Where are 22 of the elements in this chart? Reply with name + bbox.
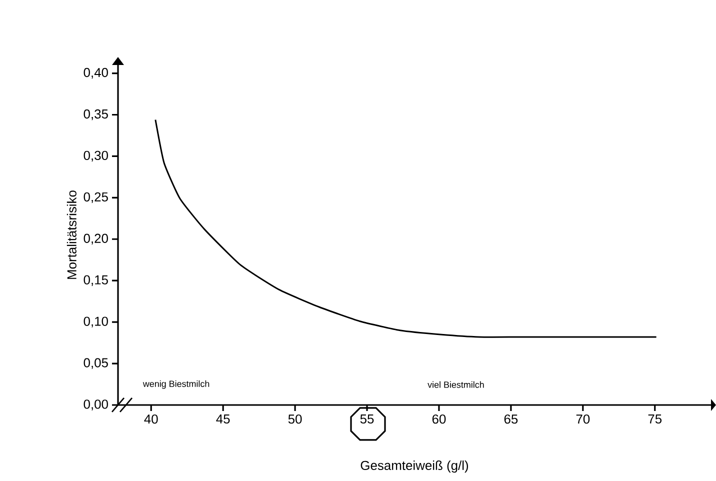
y-tick-label: 0,05 [84, 358, 108, 369]
x-tick-label: 60 [432, 414, 446, 424]
y-tick-label: 0,35 [84, 109, 108, 120]
x-tick-label: 45 [216, 414, 230, 424]
y-tick-label: 0,30 [84, 150, 108, 162]
x-tick-label: 55 [360, 414, 374, 424]
y-axis-title: Mortalitätsrisiko [66, 190, 76, 279]
x-tick-label: 65 [504, 414, 518, 424]
x-tick-label: 40 [144, 414, 158, 424]
y-tick-label: 0,25 [84, 192, 108, 204]
x-tick-label: 70 [576, 414, 590, 424]
y-tick-label: 0,10 [84, 316, 108, 328]
x-axis-title: Gesamteiweiß (g/l) [360, 460, 468, 473]
annotation: viel Biestmilch [428, 381, 484, 388]
y-tick-label: 0,15 [84, 275, 108, 286]
y-tick-label: 0,00 [84, 400, 108, 410]
x-tick-label: 75 [648, 414, 662, 424]
line-series [154, 118, 658, 338]
y-tick-label: 0,40 [84, 68, 108, 79]
y-tick-label: 0,20 [84, 234, 108, 244]
x-tick-label: 50 [288, 414, 302, 424]
annotation: wenig Biestmilch [142, 380, 210, 389]
